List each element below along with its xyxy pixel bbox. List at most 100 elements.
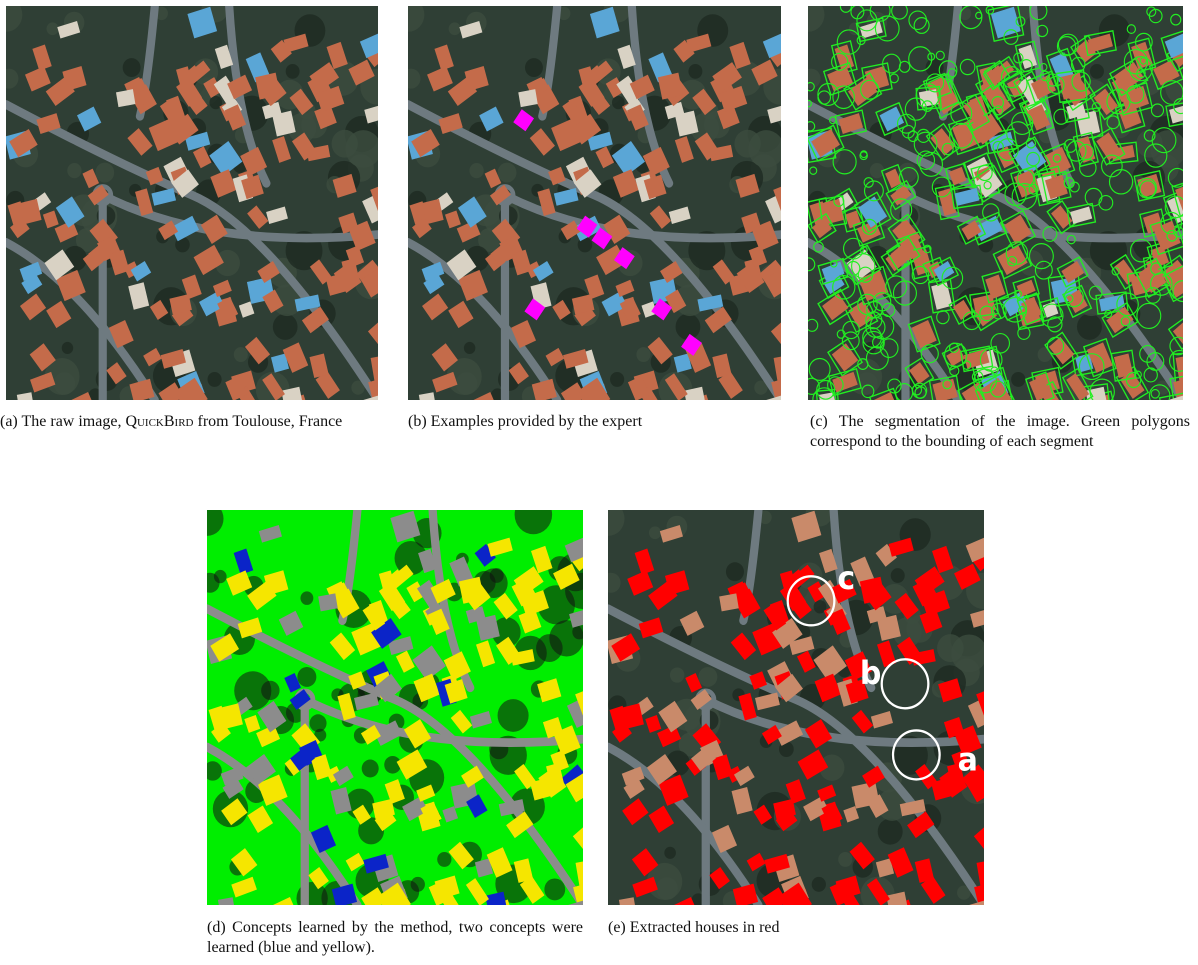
house (890, 241, 916, 267)
house (846, 249, 877, 281)
house (886, 891, 909, 905)
house (185, 65, 202, 83)
house (763, 603, 787, 631)
house (444, 679, 468, 704)
house (1002, 291, 1029, 317)
segment-boundary (809, 166, 818, 175)
segment-boundary (1061, 367, 1094, 400)
house (345, 852, 365, 872)
segment-boundary (857, 293, 878, 316)
segment-boundary (890, 198, 913, 222)
house (370, 354, 378, 382)
house (859, 576, 886, 604)
segment-boundary (841, 331, 860, 351)
house (1061, 260, 1085, 284)
house (611, 140, 646, 177)
road (608, 742, 763, 905)
segment-boundary (991, 96, 1005, 110)
house (490, 241, 516, 267)
segment-boundary (1150, 388, 1160, 399)
house (1018, 44, 1037, 69)
house (227, 74, 253, 100)
house (108, 320, 134, 349)
segment-boundary (999, 209, 1037, 249)
segment-boundary (987, 6, 1025, 43)
segment-boundary (860, 79, 880, 100)
house (674, 136, 694, 163)
annotation-label: c (837, 560, 855, 597)
segment-boundary (1073, 106, 1104, 141)
house (498, 799, 525, 817)
house (674, 110, 699, 137)
house (532, 261, 554, 282)
house (513, 566, 544, 596)
house (673, 896, 698, 905)
house (657, 72, 683, 100)
house (1004, 214, 1032, 244)
segment-boundary (1146, 352, 1165, 371)
house (25, 66, 51, 92)
house (402, 796, 429, 822)
segment-boundary (898, 60, 911, 73)
house (272, 110, 296, 137)
house (1012, 140, 1047, 177)
house (1171, 43, 1183, 68)
segment-boundary (959, 6, 983, 30)
segment-boundary (1047, 316, 1063, 333)
house (247, 580, 277, 611)
house (1172, 317, 1183, 346)
house (1164, 32, 1183, 59)
segment-boundary (1108, 169, 1134, 195)
segment-boundary (1149, 216, 1183, 256)
house (282, 342, 309, 373)
house (773, 798, 796, 820)
segment-boundary (866, 301, 883, 319)
house (476, 640, 496, 668)
house (767, 104, 781, 124)
house (665, 289, 687, 314)
segment-boundary (868, 387, 902, 400)
house (345, 245, 365, 268)
segment-boundary (1069, 181, 1080, 193)
segment-boundary (982, 55, 1020, 91)
house (736, 262, 765, 294)
house (538, 767, 567, 798)
segment-boundary (1146, 241, 1173, 272)
house (817, 579, 844, 610)
house (537, 188, 556, 216)
house (412, 645, 446, 681)
house (360, 266, 378, 298)
house (691, 745, 716, 771)
segment-boundary (920, 344, 939, 364)
segment-boundary (831, 52, 849, 71)
house (434, 44, 454, 71)
segment-boundary (1136, 68, 1146, 79)
house (966, 771, 984, 803)
house (380, 882, 411, 905)
segment-boundary (827, 376, 844, 394)
house (587, 131, 613, 151)
segment-boundary (1011, 182, 1038, 210)
house (361, 887, 387, 905)
segment-boundary (941, 142, 954, 156)
caption-text: The raw image, (21, 413, 126, 430)
segment-boundary (815, 388, 841, 400)
house (648, 805, 675, 833)
house (486, 847, 513, 878)
house (210, 169, 237, 198)
house (974, 882, 984, 904)
segment-boundary (950, 101, 973, 126)
house (831, 578, 857, 604)
segment-boundary (1072, 131, 1099, 168)
house (421, 261, 445, 281)
house (1093, 88, 1118, 116)
house (1020, 296, 1043, 321)
expert-example-marker (613, 247, 635, 270)
segment-boundary (1168, 349, 1183, 372)
segment-boundary (948, 294, 977, 326)
house (961, 220, 982, 241)
segment-boundary (834, 109, 868, 138)
road (6, 238, 159, 400)
segment-boundary (949, 365, 960, 377)
house (46, 300, 72, 329)
